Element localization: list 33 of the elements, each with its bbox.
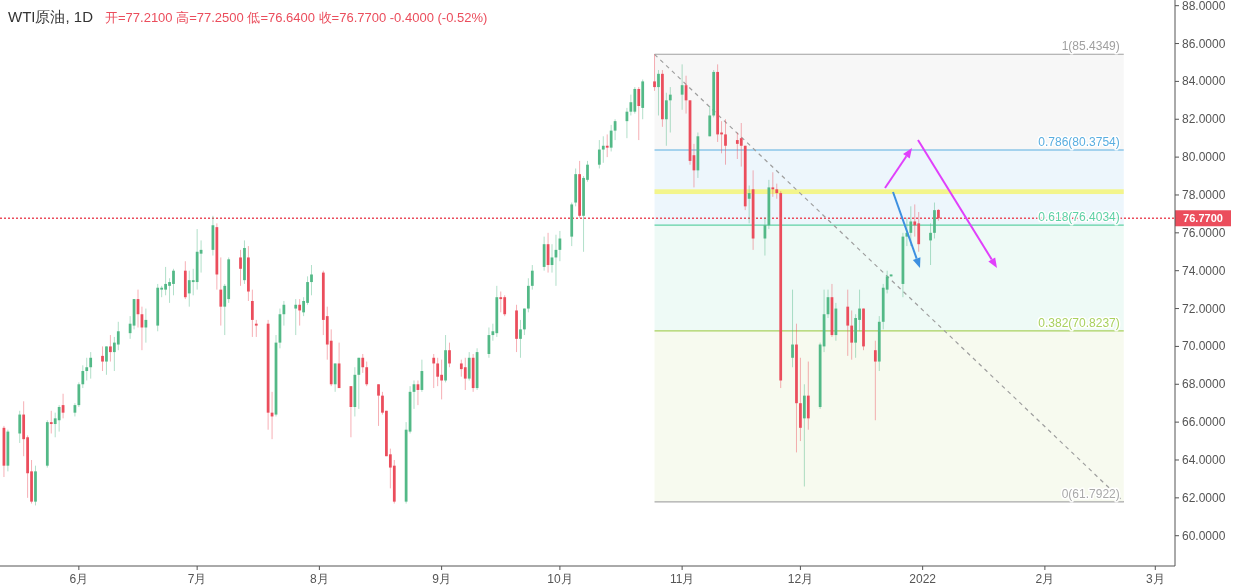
ref-line-label: 0.786(80.3754) [1038, 135, 1120, 150]
ref-line-label: 1(85.4349) [1061, 39, 1120, 54]
x-tick-label: 7月 [187, 572, 207, 586]
x-tick-label: 12月 [787, 572, 814, 586]
ref-line-label: 76.7700 [1183, 212, 1223, 225]
x-tick-label: 6月 [69, 572, 89, 586]
y-tick-label: 86.0000 [1182, 36, 1226, 51]
ref-line-label: 0(61.7922) [1061, 486, 1120, 501]
y-tick-label: 62.0000 [1182, 490, 1226, 505]
y-tick-label: 80.0000 [1182, 150, 1226, 165]
y-tick-label: 82.0000 [1182, 112, 1226, 127]
y-tick-label: 68.0000 [1182, 377, 1226, 392]
x-tick-label: 8月 [310, 572, 329, 586]
y-tick-label: 72.0000 [1182, 301, 1226, 316]
y-tick-label: 60.0000 [1182, 528, 1226, 543]
y-tick-label: 66.0000 [1182, 415, 1226, 430]
y-tick-label: 76.0000 [1182, 225, 1226, 240]
y-tick-label: 74.0000 [1182, 263, 1226, 278]
x-tick-label: 10月 [547, 572, 573, 586]
x-tick-label: 2022 [909, 572, 937, 586]
x-tick-label: 2月 [1035, 572, 1055, 586]
y-tick-label: 78.0000 [1182, 187, 1226, 202]
text: 开=77.2100 高=77.2500 低=76.6400 收=76.7700 -0.4000 (-0.52%) [105, 10, 488, 25]
ref-line-label: 0.618(76.4034) [1038, 210, 1120, 225]
y-tick-label: 88.0000 [1182, 0, 1226, 13]
ref-line-label: 0.382(70.8237) [1038, 315, 1120, 330]
x-tick-label: 11月 [669, 572, 695, 586]
text: WTI原油, 1D [8, 8, 93, 25]
x-tick-label: 9月 [432, 572, 451, 586]
x-tick-label: 3月 [1145, 572, 1165, 586]
y-tick-label: 84.0000 [1182, 74, 1226, 89]
y-tick-label: 70.0000 [1182, 339, 1226, 354]
y-tick-label: 64.0000 [1182, 452, 1226, 467]
